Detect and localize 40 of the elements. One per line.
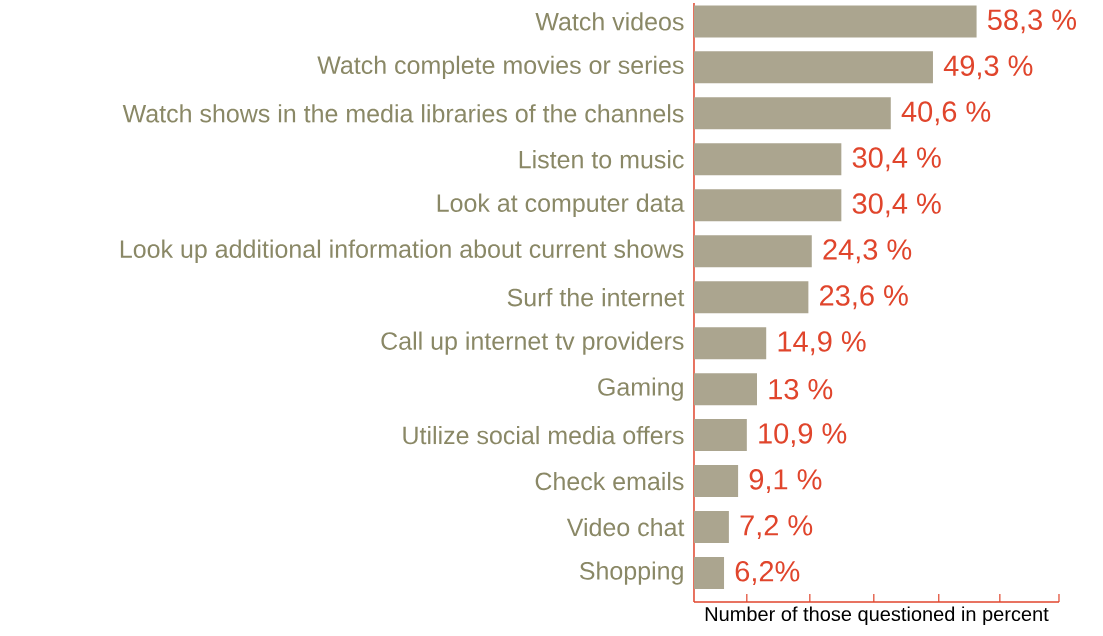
data-label: 49,3 % [943,55,1033,80]
bar [693,189,842,222]
bar [693,557,725,590]
bar [693,327,767,360]
bar [693,465,739,498]
bar [693,373,757,406]
y-tick-label: Call up internet tv providers [381,331,684,355]
bar [693,511,729,544]
y-tick-label: Gaming [598,377,683,401]
y-tick-label: Check emails [535,471,684,491]
data-label: 30,4 % [852,193,941,218]
data-label: 9,1 % [749,469,822,494]
y-tick-label: Look at computer data [437,193,685,217]
data-label: 40,6 % [901,101,991,126]
data-label: 7,2 % [740,515,813,540]
data-label: 24,3 % [823,239,912,264]
y-tick-label: Watch videos [535,12,684,31]
data-label: 23,6 % [820,285,908,310]
y-tick-label: Utilize social media offers [403,425,684,445]
x-axis-title: Number of those questioned in percent [705,606,1049,626]
bar [693,143,842,176]
y-tick-label: Watch complete movies or series [317,55,684,80]
y-tick-label: Video chat [566,517,685,537]
data-label: 13 % [769,378,833,400]
y-tick-label: Shopping [579,561,683,585]
bar [693,235,812,268]
y-tick-label: Look up additional information about current shows [120,239,684,263]
bar [693,281,809,314]
data-label: 6,2% [735,561,800,586]
y-tick-label: Surf the internet [507,288,685,307]
bar [693,5,977,38]
data-label: 30,4 % [852,147,941,172]
bar [693,51,933,84]
y-tick-label: Listen to music [519,150,684,169]
data-label: 14,9 % [778,331,866,356]
y-tick-label: Watch shows in the media libraries of the channels [122,104,684,123]
bar [693,97,891,130]
data-label: 58,3 % [987,9,1076,34]
data-label: 10,9 % [759,423,847,448]
bar [693,419,747,452]
